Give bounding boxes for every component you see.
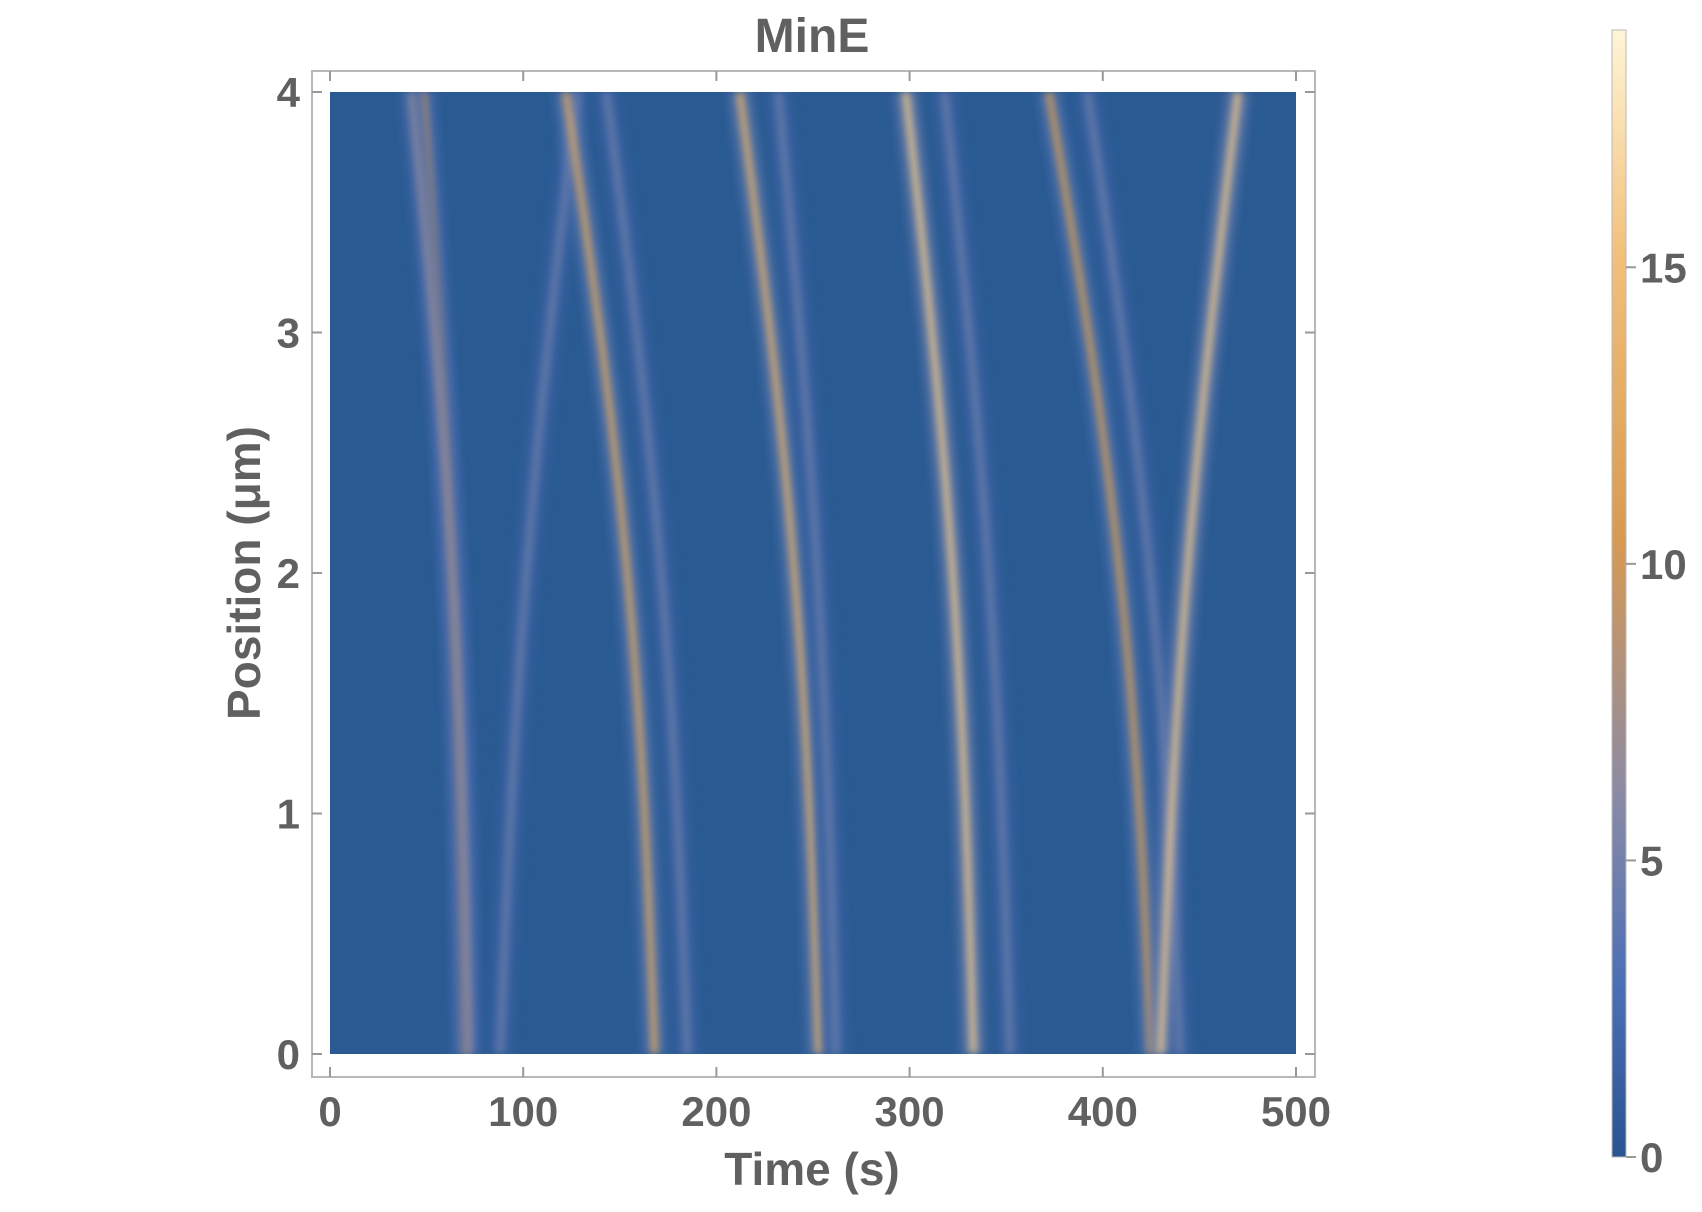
- y-axis-ticks: 0 1 2 3 4: [277, 69, 1315, 1078]
- y-tick-label: 3: [277, 310, 300, 357]
- colorbar-tick-label: 0: [1640, 1134, 1663, 1181]
- band-core: [902, 92, 977, 1054]
- colorbar-ticks: 0 5 10 15: [1626, 244, 1687, 1181]
- colorbar-tick-label: 10: [1640, 541, 1687, 588]
- band-core: [602, 92, 691, 1054]
- x-tick-label: 500: [1261, 1088, 1331, 1135]
- band-core: [940, 92, 1014, 1054]
- band-core: [774, 92, 840, 1054]
- y-tick-label: 0: [277, 1031, 300, 1078]
- x-axis-ticks: 0 100 200 300 400 500: [318, 71, 1331, 1135]
- chart-title: MinE: [755, 10, 870, 63]
- y-tick-label: 2: [277, 550, 300, 597]
- colorbar: [1611, 29, 1627, 1158]
- x-tick-label: 200: [681, 1088, 751, 1135]
- x-tick-label: 300: [875, 1088, 945, 1135]
- band-core: [1045, 92, 1155, 1054]
- heatmap-bands: [398, 92, 1251, 1054]
- band-core: [1157, 92, 1242, 1054]
- heatmap-area: [330, 92, 1296, 1054]
- y-tick-label: 4: [277, 69, 301, 116]
- band-core: [407, 92, 473, 1054]
- y-tick-label: 1: [277, 791, 300, 838]
- band-core: [736, 92, 823, 1054]
- x-tick-label: 0: [318, 1088, 341, 1135]
- band-core: [562, 92, 659, 1054]
- colorbar-tick-label: 15: [1640, 244, 1687, 291]
- x-tick-label: 400: [1068, 1088, 1138, 1135]
- x-tick-label: 100: [488, 1088, 558, 1135]
- band-core: [496, 92, 581, 1054]
- x-axis-label: Time (s): [724, 1143, 900, 1195]
- y-axis-label: Position (μm): [218, 426, 270, 720]
- colorbar-tick-label: 5: [1640, 837, 1663, 884]
